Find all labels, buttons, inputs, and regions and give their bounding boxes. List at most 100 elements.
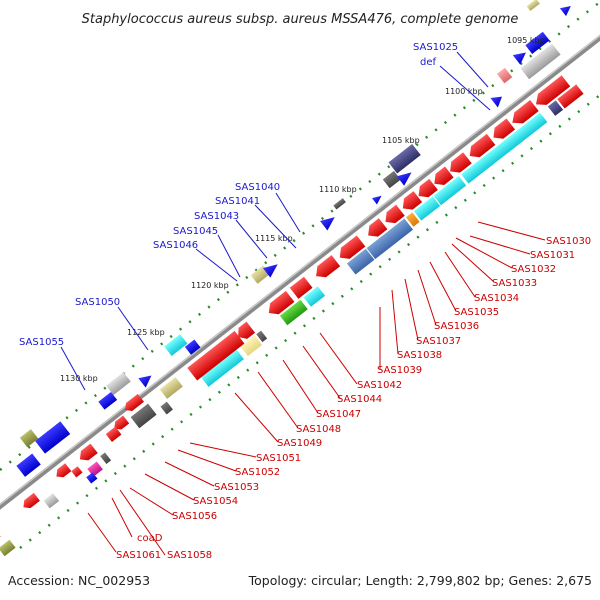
gene-label[interactable]: SAS1058 — [167, 550, 212, 561]
gene-label[interactable]: SAS1044 — [337, 394, 382, 405]
gene-block[interactable] — [526, 0, 540, 12]
gene-arrow[interactable] — [512, 48, 530, 65]
gene-arrow[interactable] — [396, 168, 415, 186]
gene-block[interactable] — [106, 372, 131, 396]
gene-block[interactable] — [413, 196, 441, 221]
gene-block[interactable] — [105, 426, 122, 442]
gene-label[interactable]: SAS1048 — [296, 424, 341, 435]
gene-label[interactable]: SAS1042 — [357, 380, 402, 391]
gene-label[interactable]: SAS1030 — [546, 236, 591, 247]
gene-arrow[interactable] — [465, 133, 496, 162]
gene-arrow[interactable] — [398, 191, 423, 214]
gene-label[interactable]: coaD — [137, 533, 163, 544]
gene-label[interactable]: SAS1053 — [214, 482, 259, 493]
gene-label[interactable]: SAS1037 — [416, 336, 461, 347]
gene-arrow[interactable] — [111, 415, 130, 433]
gene-label[interactable]: SAS1043 — [194, 211, 239, 222]
gene-arrow[interactable] — [532, 75, 571, 109]
gene-arrow[interactable] — [508, 100, 539, 128]
gene-arrow[interactable] — [312, 255, 341, 281]
gene-block[interactable] — [279, 299, 308, 326]
gene-block[interactable] — [159, 377, 183, 399]
gene-arrow[interactable] — [381, 204, 405, 228]
gene-block[interactable] — [333, 198, 346, 210]
gene-block[interactable] — [366, 218, 414, 260]
gene-label[interactable]: def — [420, 57, 437, 68]
gene-arrow[interactable] — [446, 152, 472, 177]
gene-block[interactable] — [201, 349, 244, 387]
gene-block[interactable] — [496, 67, 513, 84]
gene-arrow[interactable] — [265, 290, 295, 319]
gene-arrow[interactable] — [490, 92, 505, 108]
gene-block[interactable] — [547, 100, 564, 116]
gene-block[interactable] — [98, 391, 118, 410]
gene-label[interactable]: SAS1056 — [172, 511, 217, 522]
gene-block[interactable] — [433, 176, 467, 206]
gene-label[interactable]: SAS1046 — [153, 240, 198, 251]
gene-arrow[interactable] — [20, 492, 40, 511]
gene-label[interactable]: SAS1033 — [492, 278, 537, 289]
gene-block[interactable] — [382, 170, 401, 189]
gene-block[interactable] — [164, 334, 188, 356]
gene-label[interactable]: SAS1031 — [530, 250, 575, 261]
gene-arrow[interactable] — [414, 178, 438, 202]
gene-label[interactable]: SAS1061 — [116, 550, 161, 561]
gene-block[interactable] — [303, 286, 326, 307]
gene-label[interactable]: SAS1032 — [511, 264, 556, 275]
gene-arrow[interactable] — [234, 321, 256, 343]
gene-label[interactable]: SAS1051 — [256, 453, 301, 464]
gene-arrow[interactable] — [372, 193, 384, 205]
gene-arrow[interactable] — [335, 235, 366, 263]
gene-arrow[interactable] — [262, 260, 281, 278]
gene-label[interactable]: SAS1038 — [397, 350, 442, 361]
gene-block[interactable] — [130, 403, 157, 429]
gene-arrow[interactable] — [430, 166, 454, 190]
gene-label[interactable]: SAS1040 — [235, 182, 280, 193]
gene-block[interactable] — [525, 31, 550, 54]
gene-label[interactable]: SAS1041 — [215, 196, 260, 207]
gene-label[interactable]: SAS1047 — [316, 409, 361, 420]
gene-block[interactable] — [256, 330, 268, 343]
gene-block[interactable] — [557, 84, 584, 109]
gene-label[interactable]: SAS1054 — [193, 496, 238, 507]
gene-block[interactable] — [240, 335, 263, 357]
gene-arrow[interactable] — [53, 463, 72, 480]
gene-block[interactable] — [520, 43, 561, 80]
gene-block[interactable] — [184, 339, 201, 355]
gene-label[interactable]: SAS1036 — [434, 321, 479, 332]
gene-block[interactable] — [461, 112, 548, 184]
gene-label[interactable]: SAS1049 — [277, 438, 322, 449]
gene-block[interactable] — [100, 452, 112, 465]
gene-label[interactable]: SAS1045 — [173, 226, 218, 237]
gene-block[interactable] — [289, 276, 313, 299]
gene-label[interactable]: SAS1025 — [413, 42, 458, 53]
gene-block[interactable] — [19, 429, 39, 448]
gene-label[interactable]: SAS1035 — [454, 307, 499, 318]
gene-arrow[interactable] — [489, 118, 516, 143]
gene-block[interactable] — [16, 453, 41, 477]
gene-arrow[interactable] — [76, 443, 98, 465]
gene-label[interactable]: SAS1050 — [75, 297, 120, 308]
gene-block[interactable] — [388, 143, 421, 174]
gene-arrow[interactable] — [122, 393, 144, 414]
gene-arrow[interactable] — [559, 2, 574, 17]
gene-arrow[interactable] — [364, 218, 388, 241]
gene-block[interactable] — [346, 248, 375, 275]
gene-block[interactable] — [187, 330, 245, 381]
gene-arrow[interactable] — [138, 371, 155, 388]
gene-label[interactable]: SAS1052 — [235, 467, 280, 478]
gene-arrow[interactable] — [320, 212, 338, 231]
gene-block[interactable] — [71, 466, 83, 478]
gene-block[interactable] — [87, 461, 103, 477]
gene-label[interactable]: SAS1055 — [19, 337, 64, 348]
gene-block[interactable] — [86, 472, 98, 484]
gene-block[interactable] — [35, 421, 71, 454]
gene-label[interactable]: SAS1034 — [474, 293, 519, 304]
gene-block[interactable] — [160, 401, 173, 415]
gene-block[interactable] — [43, 493, 60, 509]
gene-block[interactable] — [0, 527, 1, 546]
gene-block[interactable] — [405, 212, 420, 227]
gene-label[interactable]: SAS1039 — [377, 365, 422, 376]
genome-summary-text: Topology: circular; Length: 2,799,802 bp… — [248, 573, 592, 588]
gene-block[interactable] — [0, 539, 16, 557]
